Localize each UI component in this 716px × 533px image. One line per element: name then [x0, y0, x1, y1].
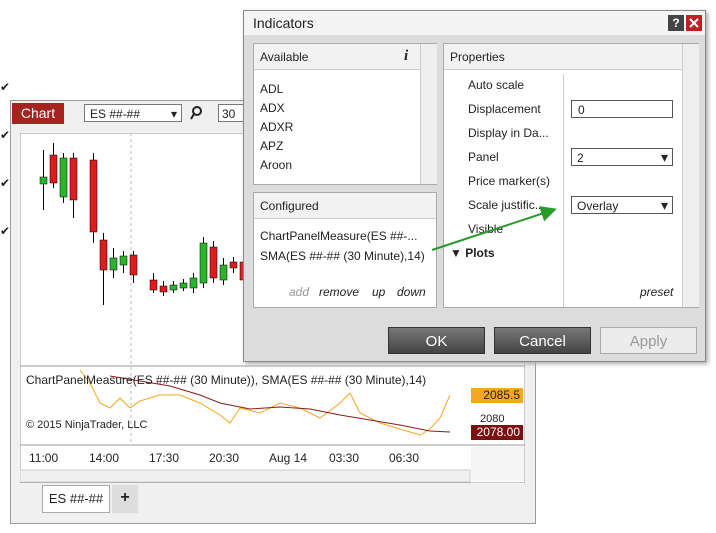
time-label: 20:30 — [209, 451, 240, 465]
header: Properties — [444, 44, 698, 70]
select[interactable]: Overlay ▾ — [571, 196, 673, 214]
time-label: 11:00 — [29, 451, 59, 465]
title-bar — [244, 11, 705, 35]
search-icon[interactable] — [190, 105, 206, 121]
interval[interactable]: 30 — [218, 104, 248, 122]
button[interactable]: Cancel — [494, 327, 591, 354]
text-input[interactable]: 0 — [571, 100, 673, 118]
list-item[interactable]: SMA(ES ##-## (30 Minute),14) — [260, 249, 425, 263]
help-button[interactable]: ? — [668, 15, 684, 31]
property-label: Visible — [468, 222, 504, 236]
instrument-select[interactable]: ES ##-## ▾ — [84, 104, 182, 122]
instrument-tab[interactable]: ES ##-## — [42, 485, 110, 513]
time-label: 03:30 — [329, 451, 360, 465]
plots-section[interactable]: ▼ Plots — [450, 246, 495, 260]
copyright: © 2015 NinjaTrader, LLC — [26, 419, 148, 431]
property-label: Auto scale — [468, 78, 525, 92]
scrollbar[interactable] — [682, 44, 699, 307]
button[interactable]: Apply — [600, 327, 697, 354]
time-label: Aug 14 — [269, 451, 308, 465]
list-item[interactable]: ChartPanelMeasure(ES ##-... — [260, 229, 418, 243]
scrollbar[interactable] — [420, 44, 437, 184]
close-button[interactable] — [686, 15, 702, 31]
instrument: ES ##-## — [90, 107, 141, 121]
property-label: Display in Da... — [468, 126, 549, 140]
time-label: 17:30 — [149, 451, 180, 465]
configured-panel: Configured ChartPanelMeasure(ES ##-... SM… — [253, 192, 437, 308]
price-label: 2080 — [480, 413, 505, 425]
property-label: Displacement — [468, 102, 541, 116]
header-text: Available — [260, 50, 309, 64]
action-link: add — [289, 285, 310, 299]
price-label: 2078.00 — [471, 425, 523, 440]
price-label: 2085.5 — [471, 388, 523, 403]
property-label: Price marker(s) — [468, 174, 551, 188]
preset[interactable]: preset — [640, 285, 674, 299]
info[interactable]: i — [404, 48, 409, 64]
property-label: Panel — [468, 150, 499, 164]
header: Configured — [254, 193, 436, 219]
panel-label: ChartPanelMeasure(ES ##-## (30 Minute)),… — [26, 373, 427, 387]
available-panel: Available i ADL ADX ADXR APZ Aroon — [253, 43, 437, 185]
list-item[interactable]: ADXR — [260, 120, 294, 134]
list-item[interactable]: ADX — [260, 101, 285, 115]
time-label: 06:30 — [389, 451, 420, 465]
section-title: Plots — [465, 246, 495, 260]
checkbox[interactable]: ✔ — [0, 224, 11, 238]
action-link[interactable]: down — [397, 285, 426, 299]
add-tab[interactable]: + — [112, 485, 138, 513]
checkbox[interactable]: ✔ — [0, 128, 11, 142]
list-item[interactable]: APZ — [260, 139, 284, 153]
checkbox[interactable]: ✔ — [0, 176, 11, 190]
action-link[interactable]: up — [372, 285, 386, 299]
time-label: 14:00 — [89, 451, 120, 465]
action-link[interactable]: remove — [319, 285, 360, 299]
checkbox[interactable]: ✔ — [0, 80, 11, 94]
select[interactable]: 2 ▾ — [571, 148, 673, 166]
dialog-title: Indicators — [253, 15, 314, 31]
property-label: Scale justific... — [468, 198, 545, 212]
header: Available i — [254, 44, 436, 70]
chart-tab[interactable]: Chart — [12, 103, 64, 124]
list-item[interactable]: ADL — [260, 82, 284, 96]
properties-panel: Properties — [443, 43, 699, 308]
button[interactable]: OK — [388, 327, 485, 354]
list-item[interactable]: Aroon — [260, 158, 293, 172]
